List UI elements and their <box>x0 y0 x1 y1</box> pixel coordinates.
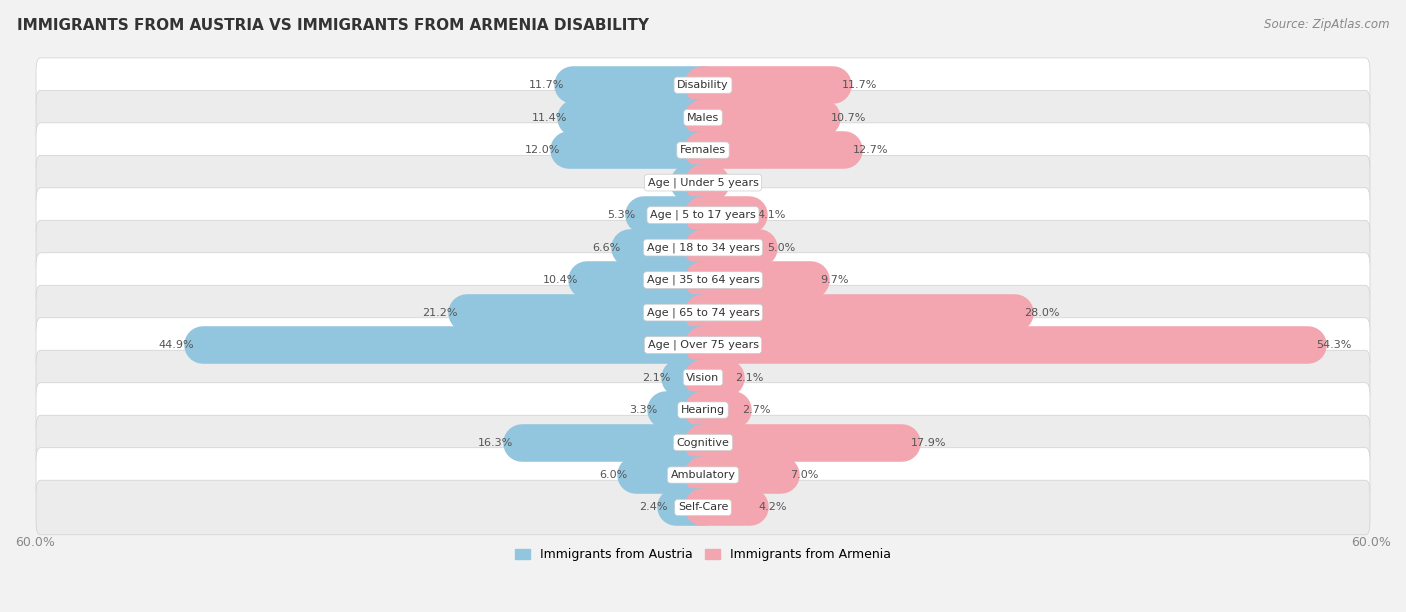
Text: 2.1%: 2.1% <box>643 373 671 382</box>
Text: 6.0%: 6.0% <box>599 470 627 480</box>
Text: Self-Care: Self-Care <box>678 502 728 512</box>
FancyBboxPatch shape <box>37 318 1369 372</box>
FancyBboxPatch shape <box>37 58 1369 113</box>
Text: Source: ZipAtlas.com: Source: ZipAtlas.com <box>1264 18 1389 31</box>
Text: IMMIGRANTS FROM AUSTRIA VS IMMIGRANTS FROM ARMENIA DISABILITY: IMMIGRANTS FROM AUSTRIA VS IMMIGRANTS FR… <box>17 18 650 34</box>
FancyBboxPatch shape <box>37 91 1369 145</box>
Text: 1.3%: 1.3% <box>651 177 679 188</box>
Text: Females: Females <box>681 145 725 155</box>
FancyBboxPatch shape <box>37 448 1369 502</box>
FancyBboxPatch shape <box>37 253 1369 307</box>
Text: Males: Males <box>688 113 718 122</box>
Text: 17.9%: 17.9% <box>911 438 946 447</box>
Text: Age | Over 75 years: Age | Over 75 years <box>648 340 758 350</box>
Text: 2.7%: 2.7% <box>742 405 770 415</box>
FancyBboxPatch shape <box>37 415 1369 470</box>
Text: 11.7%: 11.7% <box>529 80 564 90</box>
Text: 12.7%: 12.7% <box>853 145 889 155</box>
FancyBboxPatch shape <box>37 123 1369 177</box>
Text: Age | Under 5 years: Age | Under 5 years <box>648 177 758 188</box>
FancyBboxPatch shape <box>37 220 1369 275</box>
Text: 10.4%: 10.4% <box>543 275 578 285</box>
Text: 7.0%: 7.0% <box>790 470 818 480</box>
Text: 12.0%: 12.0% <box>524 145 561 155</box>
Text: Age | 65 to 74 years: Age | 65 to 74 years <box>647 307 759 318</box>
Text: 5.0%: 5.0% <box>768 242 796 253</box>
Text: Age | 35 to 64 years: Age | 35 to 64 years <box>647 275 759 285</box>
Text: 9.7%: 9.7% <box>820 275 848 285</box>
Text: 4.1%: 4.1% <box>758 210 786 220</box>
Text: 28.0%: 28.0% <box>1024 308 1059 318</box>
Text: 6.6%: 6.6% <box>592 242 620 253</box>
Text: Vision: Vision <box>686 373 720 382</box>
FancyBboxPatch shape <box>37 285 1369 340</box>
FancyBboxPatch shape <box>37 155 1369 210</box>
Text: 10.7%: 10.7% <box>831 113 866 122</box>
Text: Disability: Disability <box>678 80 728 90</box>
FancyBboxPatch shape <box>37 382 1369 438</box>
Text: 11.4%: 11.4% <box>531 113 567 122</box>
FancyBboxPatch shape <box>37 350 1369 405</box>
Text: 2.4%: 2.4% <box>638 502 668 512</box>
Text: Age | 5 to 17 years: Age | 5 to 17 years <box>650 210 756 220</box>
Text: Cognitive: Cognitive <box>676 438 730 447</box>
Text: 11.7%: 11.7% <box>842 80 877 90</box>
FancyBboxPatch shape <box>37 480 1369 535</box>
Legend: Immigrants from Austria, Immigrants from Armenia: Immigrants from Austria, Immigrants from… <box>510 543 896 566</box>
Text: 21.2%: 21.2% <box>423 308 458 318</box>
Text: 5.3%: 5.3% <box>607 210 636 220</box>
Text: 3.3%: 3.3% <box>628 405 658 415</box>
Text: 16.3%: 16.3% <box>478 438 513 447</box>
Text: 2.1%: 2.1% <box>735 373 763 382</box>
Text: 0.76%: 0.76% <box>720 177 756 188</box>
FancyBboxPatch shape <box>37 188 1369 242</box>
Text: Ambulatory: Ambulatory <box>671 470 735 480</box>
Text: 54.3%: 54.3% <box>1316 340 1353 350</box>
Text: 4.2%: 4.2% <box>759 502 787 512</box>
Text: 44.9%: 44.9% <box>159 340 194 350</box>
Text: Hearing: Hearing <box>681 405 725 415</box>
Text: Age | 18 to 34 years: Age | 18 to 34 years <box>647 242 759 253</box>
